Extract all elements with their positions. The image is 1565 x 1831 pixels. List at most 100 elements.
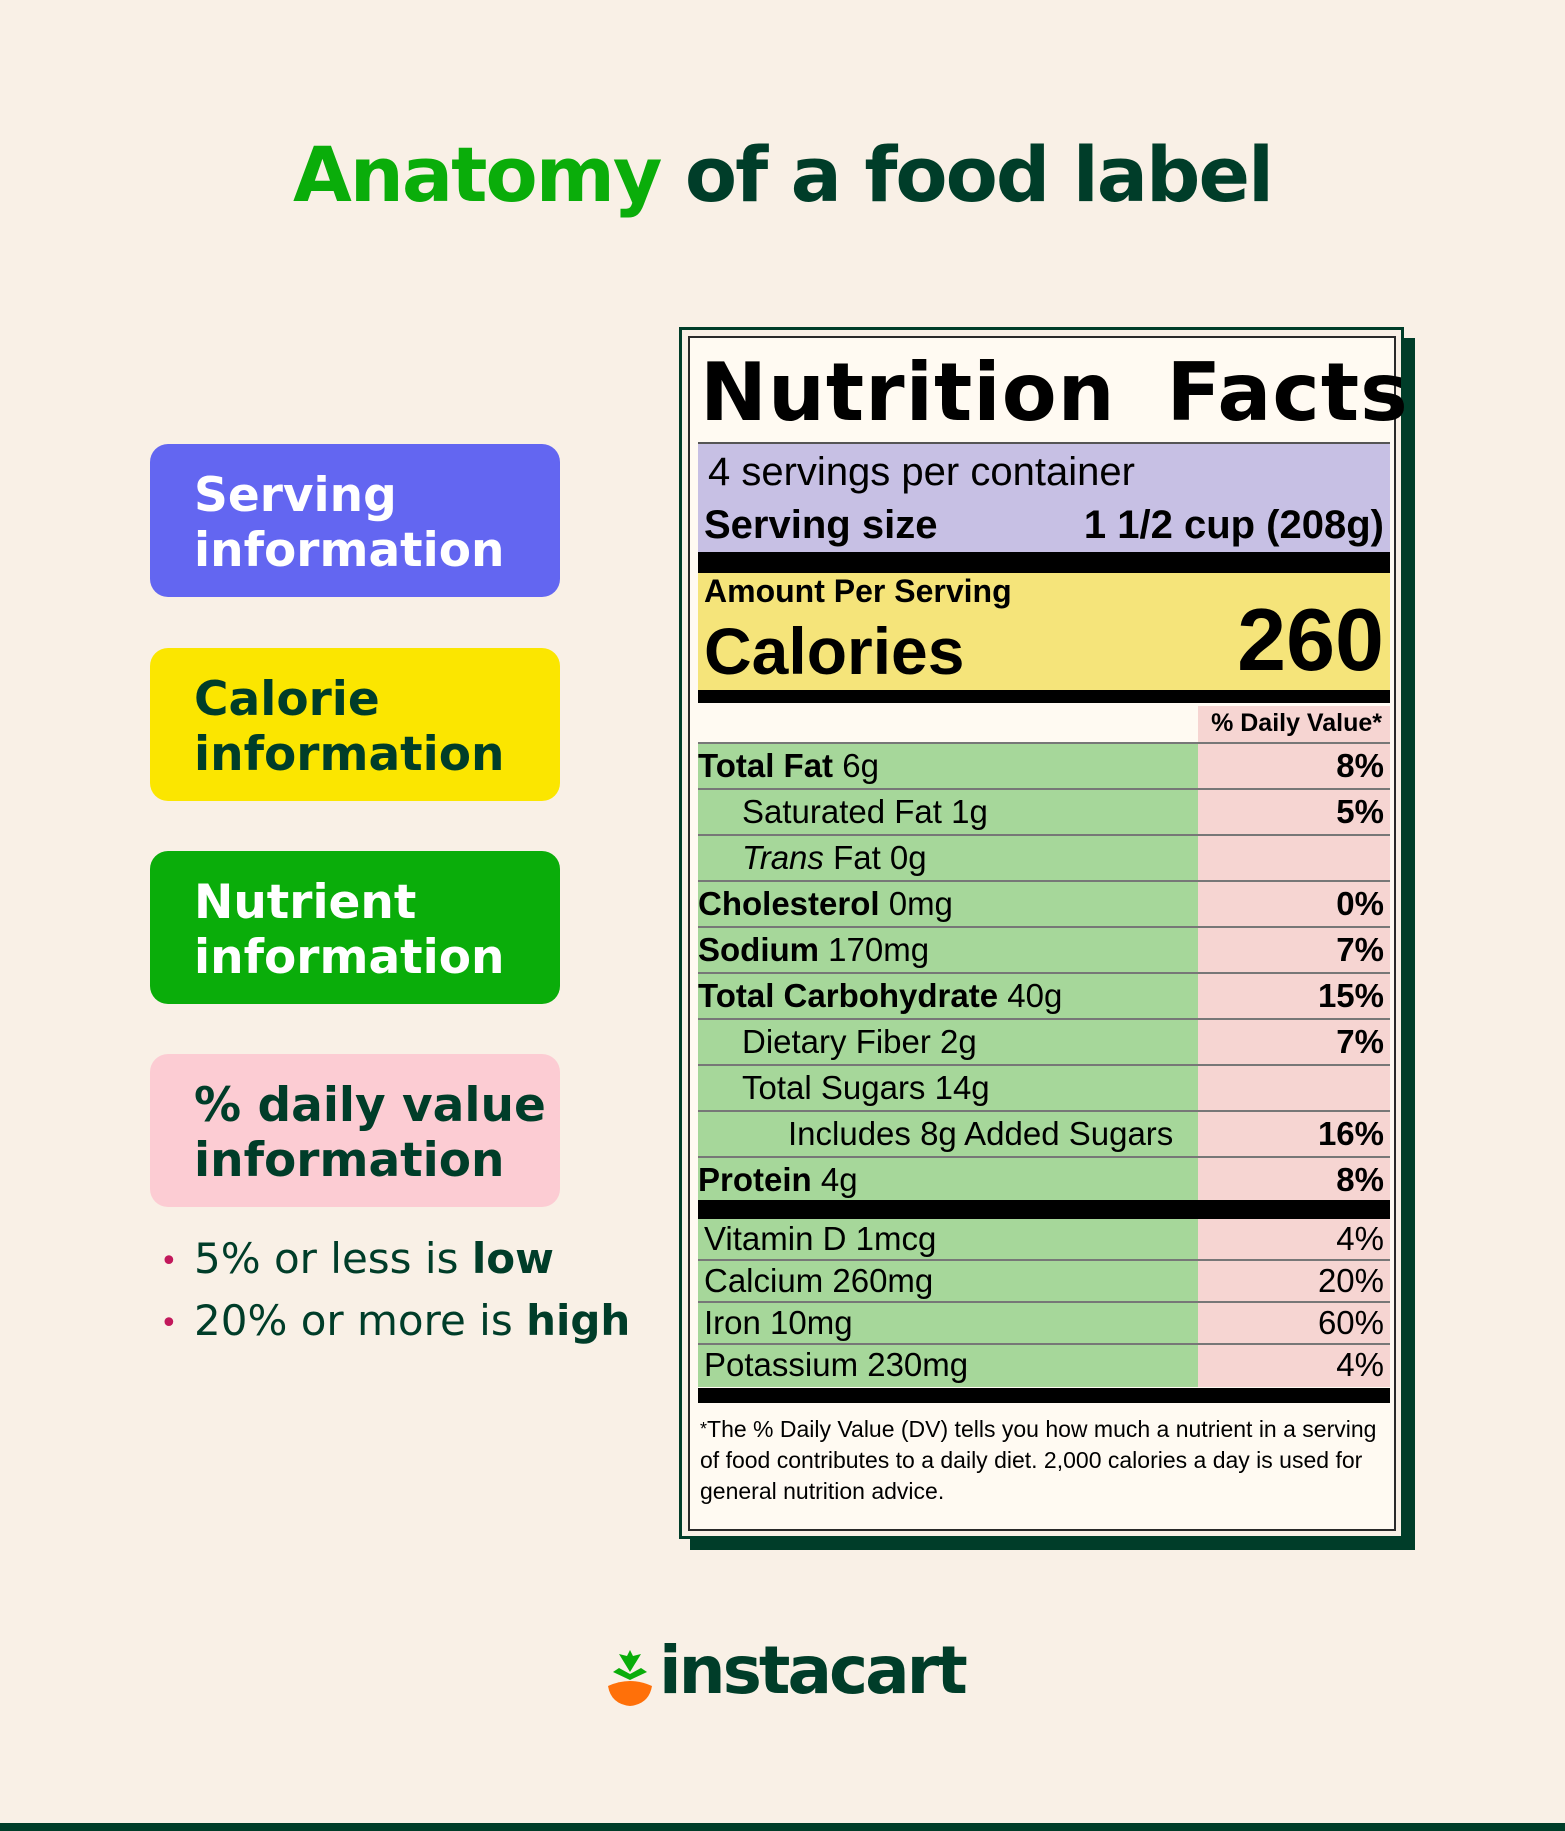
bottom-border <box>0 1823 1565 1831</box>
nutrient-row-cholesterol: Cholesterol 0mg 0% <box>698 882 1390 928</box>
nutrient-row-trans-fat: Trans Fat 0g <box>698 836 1390 882</box>
nutrient-name: Total Carbohydrate 40g <box>698 974 1198 1018</box>
legend-dv-line1: % daily value <box>194 1078 546 1133</box>
footnote-text: The % Daily Value (DV) tells you how muc… <box>700 1416 1377 1504</box>
nutrient-italic-name: Trans <box>742 839 824 876</box>
dv-guide-high-text: 20% or more is <box>194 1296 527 1345</box>
daily-value-footnote: *The % Daily Value (DV) tells you how mu… <box>700 1414 1380 1507</box>
vitamin-row-calcium: Calcium 260mg 20% <box>698 1261 1390 1303</box>
nutrient-dv: 7% <box>1198 1020 1390 1064</box>
amount-per-serving: Amount Per Serving <box>704 573 1012 609</box>
nutrient-name: Saturated Fat 1g <box>698 790 1242 834</box>
nutrient-dv: 16% <box>1198 1112 1390 1156</box>
dv-guide-item-low: • 5% or less is low <box>160 1228 630 1290</box>
vitamin-dv: 4% <box>1198 1219 1390 1259</box>
vitamin-name: Vitamin D 1mcg <box>698 1219 1198 1259</box>
serving-size-value: 1 1/2 cup (208g) <box>1083 503 1384 547</box>
nutrient-row-dietary-fiber: Dietary Fiber 2g 7% <box>698 1020 1390 1066</box>
nutrient-dv: 7% <box>1198 928 1390 972</box>
nutrient-row-saturated-fat: Saturated Fat 1g 5% <box>698 790 1390 836</box>
carrot-icon <box>608 1650 652 1706</box>
nutrient-dv: 8% <box>1198 744 1390 788</box>
nutrient-dv: 15% <box>1198 974 1390 1018</box>
legend-nutrient-line2: information <box>194 930 505 985</box>
nutrient-amount: 40g <box>998 977 1063 1014</box>
nutrient-name: Dietary Fiber 2g <box>698 1020 1242 1064</box>
bullet-dot-icon: • <box>160 1243 178 1279</box>
nutrient-bold-name: Total Carbohydrate <box>698 977 999 1014</box>
nutrient-amount: 6g <box>833 747 879 784</box>
nutrient-row-protein: Protein 4g 8% <box>698 1158 1390 1204</box>
nutrient-dv: 0% <box>1198 882 1390 926</box>
vitamin-name: Potassium 230mg <box>698 1345 1198 1387</box>
footnote-star: * <box>700 1419 708 1439</box>
nutrient-name: Cholesterol 0mg <box>698 882 1198 926</box>
nutrient-dv: 8% <box>1198 1158 1390 1204</box>
nutrient-dv <box>1198 1066 1390 1110</box>
nutrient-amount: 4g <box>811 1161 858 1198</box>
nutrient-amount: 0mg <box>879 885 953 922</box>
dv-guide-high-bold: high <box>526 1296 631 1345</box>
nutrient-name: Trans Fat 0g <box>698 836 1242 880</box>
thick-divider <box>698 552 1390 573</box>
vitamin-table: Vitamin D 1mcg 4% Calcium 260mg 20% Iron… <box>698 1219 1390 1387</box>
nutrient-amount: Fat 0g <box>823 839 927 876</box>
legend-serving-line1: Serving <box>194 468 397 523</box>
legend-dv-line2: information <box>194 1133 505 1188</box>
serving-size-label: Serving size <box>704 503 938 547</box>
vitamin-dv: 60% <box>1198 1303 1390 1343</box>
legend-calorie-line2: information <box>194 727 505 782</box>
thick-divider <box>698 1200 1390 1219</box>
thick-divider <box>698 1388 1390 1403</box>
nutrient-name: Total Fat 6g <box>698 744 1198 788</box>
vitamin-dv: 4% <box>1198 1345 1390 1387</box>
nutrient-bold-name: Total Fat <box>698 747 834 784</box>
legend-nutrient-line1: Nutrient <box>194 875 417 930</box>
medium-divider <box>698 690 1390 703</box>
dv-guide-list: • 5% or less is low • 20% or more is high <box>160 1228 630 1352</box>
dv-guide-item-high: • 20% or more is high <box>160 1290 630 1352</box>
nutrient-name: Total Sugars 14g <box>698 1066 1242 1110</box>
servings-per-container: 4 servings per container <box>708 450 1135 494</box>
nutrient-row-total-sugars: Total Sugars 14g <box>698 1066 1390 1112</box>
serving-section: 4 servings per container Serving size 1 … <box>698 442 1390 554</box>
nutrient-dv <box>1198 836 1390 880</box>
calories-label: Calories <box>704 614 965 688</box>
nutrient-name: Includes 8g Added Sugars <box>698 1112 1288 1156</box>
nutrient-name: Protein 4g <box>698 1158 1198 1204</box>
nutrient-dv: 5% <box>1198 790 1390 834</box>
vitamin-name: Iron 10mg <box>698 1303 1198 1343</box>
vitamin-dv: 20% <box>1198 1261 1390 1301</box>
instacart-logo: instacart <box>605 1632 968 1710</box>
legend-calorie-line1: Calorie <box>194 672 380 727</box>
calories-value: 260 <box>1237 590 1384 689</box>
nutrient-row-total-carbohydrate: Total Carbohydrate 40g 15% <box>698 974 1390 1020</box>
calorie-section: Amount Per Serving Calories 260 <box>698 573 1390 690</box>
vitamin-row-potassium: Potassium 230mg 4% <box>698 1345 1390 1387</box>
nutrient-row-total-fat: Total Fat 6g 8% <box>698 744 1390 790</box>
legend-serving-line2: information <box>194 523 505 578</box>
nutrient-row-added-sugars: Includes 8g Added Sugars 16% <box>698 1112 1390 1158</box>
bullet-dot-icon: • <box>160 1305 178 1341</box>
legend-daily-value-information: % daily value information <box>150 1054 560 1207</box>
legend-calorie-information: Calorie information <box>150 648 560 801</box>
daily-value-header: % Daily Value* <box>1198 706 1390 744</box>
nutrition-facts-heading: Nutrition Facts <box>700 346 1409 439</box>
dv-guide-low-text: 5% or less is <box>194 1234 472 1283</box>
page-title: Anatomy of a food label <box>0 130 1565 219</box>
nutrient-bold-name: Protein <box>698 1161 812 1198</box>
nutrient-table: Total Fat 6g 8% Saturated Fat 1g 5% Tran… <box>698 744 1390 1204</box>
legend-serving-information: Serving information <box>150 444 560 597</box>
dv-guide-low-bold: low <box>471 1234 554 1283</box>
vitamin-row-iron: Iron 10mg 60% <box>698 1303 1390 1345</box>
vitamin-row-vitamin-d: Vitamin D 1mcg 4% <box>698 1219 1390 1261</box>
nutrient-bold-name: Sodium <box>698 931 819 968</box>
title-rest: of a food label <box>660 130 1274 219</box>
nutrient-amount: 170mg <box>819 931 930 968</box>
legend-nutrient-information: Nutrient information <box>150 851 560 1004</box>
logo-wordmark: instacart <box>659 1632 968 1709</box>
nutrient-row-sodium: Sodium 170mg 7% <box>698 928 1390 974</box>
divider-line <box>698 742 1198 744</box>
nutrient-bold-name: Cholesterol <box>698 885 880 922</box>
vitamin-name: Calcium 260mg <box>698 1261 1198 1301</box>
